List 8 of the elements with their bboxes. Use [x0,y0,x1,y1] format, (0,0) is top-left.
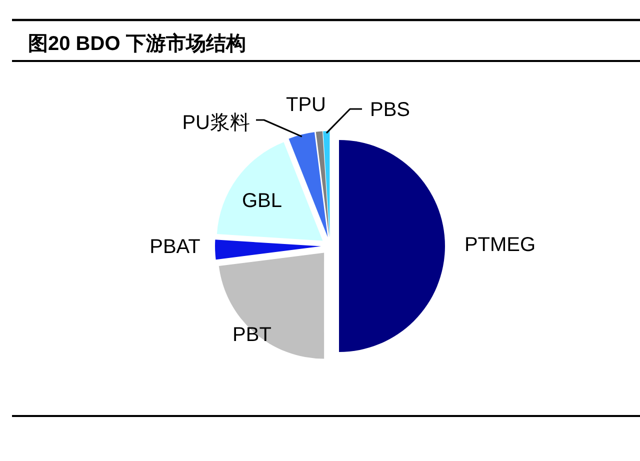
slice-label: PTMEG [464,234,536,256]
slice-label: PBT [232,324,272,346]
slice-label: PBAT [150,236,200,258]
slice-label: PU浆料 [182,112,250,134]
slice-label: GBL [242,190,282,212]
slice-label: TPU [286,94,326,116]
chart-title: 图20 BDO 下游市场结构 [28,32,246,55]
slice-label: PBS [370,99,410,121]
